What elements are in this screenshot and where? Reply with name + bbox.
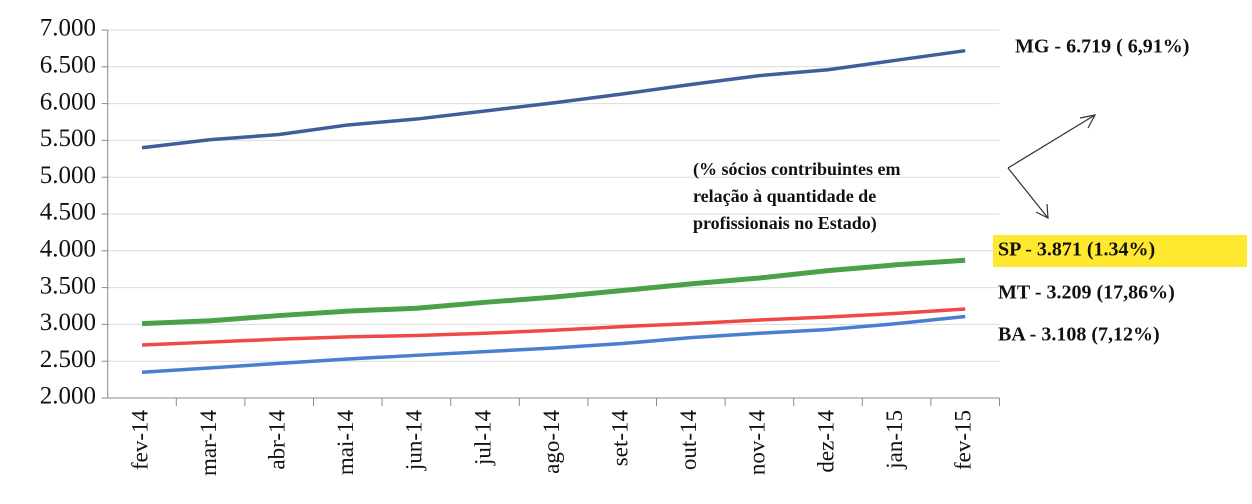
x-tick-label: abr-14 [264,410,289,470]
label-highlight [993,235,1247,267]
y-tick-label: 5.000 [40,162,96,189]
x-tick-label: mar-14 [196,410,221,476]
x-tick-label: mai-14 [333,410,358,476]
x-tick-label: jun-14 [402,410,427,472]
x-tick-label: fev-15 [950,410,975,470]
annotation: relação à quantidade de [693,186,876,206]
arrow [1007,114,1096,169]
series-label: MT - 3.209 (17,86%) [998,282,1175,304]
x-tick-label: jan-15 [882,410,907,470]
series-label: BA - 3.108 (7,12%) [998,324,1160,346]
y-tick-label: 4.000 [40,236,96,263]
y-tick-label: 5.500 [40,125,96,152]
y-tick-label: 3.500 [40,272,96,299]
series-label: MG - 6.719 ( 6,91%) [1015,36,1189,58]
x-tick-label: nov-14 [745,410,770,476]
y-tick-label: 7.000 [40,15,96,42]
arrow [1007,167,1049,219]
y-tick-label: 2.500 [40,346,96,373]
y-tick-label: 2.000 [40,383,96,410]
arrowhead [1079,114,1097,129]
y-tick-label: 6.500 [40,52,96,79]
y-tick-label: 4.500 [40,199,96,226]
series-line [141,307,966,347]
x-tick-label: ago-14 [539,410,564,474]
y-tick-label: 3.000 [40,309,96,336]
x-tick-label: fev-14 [127,410,152,471]
annotation: (% sócios contribuintes em [693,159,900,180]
y-tick-label: 6.000 [40,88,96,115]
series-label: SP - 3.871 (1.34%) [998,239,1155,261]
x-tick-label: jul-14 [470,410,495,466]
x-tick-label: dez-14 [813,410,838,473]
x-tick-label: out-14 [676,410,701,471]
series-line [141,48,966,150]
x-tick-label: set-14 [607,410,632,467]
series-line [141,257,966,327]
annotation-arrows [1007,114,1097,220]
arrowhead [1035,203,1049,220]
series-line [141,314,966,374]
annotation: profissionais no Estado) [693,213,877,234]
